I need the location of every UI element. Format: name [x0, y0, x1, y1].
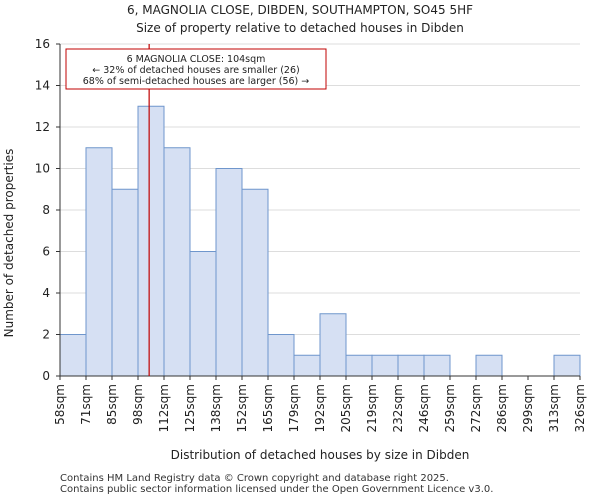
footer-line-2: Contains public sector information licen… [60, 484, 494, 495]
x-tick-label-85sqm: 85sqm [105, 384, 119, 425]
bar-98sqm [137, 105, 165, 377]
x-tick-label-272sqm: 272sqm [469, 384, 483, 432]
bar-125sqm [189, 251, 217, 377]
footer-attribution: Contains HM Land Registry data © Crown c… [60, 473, 493, 495]
x-tick-label-205sqm: 205sqm [339, 384, 353, 432]
bar-272sqm [475, 354, 503, 377]
bar-58sqm [59, 334, 87, 377]
x-tick-label-246sqm: 246sqm [417, 384, 431, 432]
y-axis-label: Number of detached properties [2, 149, 16, 338]
x-tick-label-259sqm: 259sqm [443, 384, 457, 432]
bar-71sqm [85, 147, 113, 377]
x-tick-label-179sqm: 179sqm [287, 384, 301, 432]
footer-line-1: Contains HM Land Registry data © Crown c… [60, 473, 449, 484]
x-tick-label-219sqm: 219sqm [365, 384, 379, 432]
bar-165sqm [267, 334, 295, 377]
bar-205sqm [345, 354, 373, 377]
annotation-line-2: ← 32% of detached houses are smaller (26… [92, 65, 299, 76]
bar-313sqm [553, 354, 581, 377]
x-tick-label-313sqm: 313sqm [547, 384, 561, 432]
y-tick-label-6: 12 [35, 120, 50, 134]
x-tick-label-286sqm: 286sqm [495, 384, 509, 432]
x-tick-label-138sqm: 138sqm [209, 384, 223, 432]
x-tick-label-98sqm: 98sqm [131, 384, 145, 425]
y-tick-label-4: 8 [42, 203, 50, 217]
bar-246sqm [423, 354, 451, 377]
x-tick-label-165sqm: 165sqm [261, 384, 275, 432]
y-tick-label-8: 16 [35, 37, 50, 51]
bar-138sqm [215, 168, 243, 377]
bar-192sqm [319, 313, 347, 377]
x-tick-label-326sqm: 326sqm [573, 384, 587, 432]
x-tick-label-299sqm: 299sqm [521, 384, 535, 432]
y-tick-label-1: 2 [42, 328, 50, 342]
y-tick-label-5: 10 [35, 162, 50, 176]
bar-152sqm [241, 188, 269, 377]
annotation-line-1: 6 MAGNOLIA CLOSE: 104sqm [127, 54, 266, 65]
y-tick-label-7: 14 [35, 79, 50, 93]
x-tick-label-112sqm: 112sqm [157, 384, 171, 432]
y-tick-labels: 0 2 4 6 8 10 12 14 16 [35, 37, 50, 383]
bar-179sqm [293, 354, 321, 377]
chart-subtitle: Size of property relative to detached ho… [136, 21, 464, 35]
bar-219sqm [371, 354, 399, 377]
x-tick-label-192sqm: 192sqm [313, 384, 327, 432]
y-tick-label-3: 6 [42, 245, 50, 259]
x-tick-labels: 58sqm 71sqm 85sqm 98sqm 112sqm 125sqm 138sqm 15… [53, 376, 587, 432]
x-tick-label-232sqm: 232sqm [391, 384, 405, 432]
x-tick-label-152sqm: 152sqm [235, 384, 249, 432]
x-tick-label-125sqm: 125sqm [183, 384, 197, 432]
x-tick-label-71sqm: 71sqm [79, 384, 93, 425]
annotation-box [65, 48, 327, 90]
bars [59, 105, 581, 377]
x-axis-label: Distribution of detached houses by size … [171, 448, 470, 462]
chart-title: 6, MAGNOLIA CLOSE, DIBDEN, SOUTHAMPTON, … [127, 3, 473, 17]
bar-232sqm [397, 354, 425, 377]
y-tick-label-2: 4 [42, 286, 50, 300]
bar-85sqm [111, 188, 139, 377]
annotation-line-3: 68% of semi-detached houses are larger (… [83, 76, 310, 87]
bar-112sqm [163, 147, 191, 377]
y-tick-label-0: 0 [42, 369, 50, 383]
x-tick-label-58sqm: 58sqm [53, 384, 67, 425]
